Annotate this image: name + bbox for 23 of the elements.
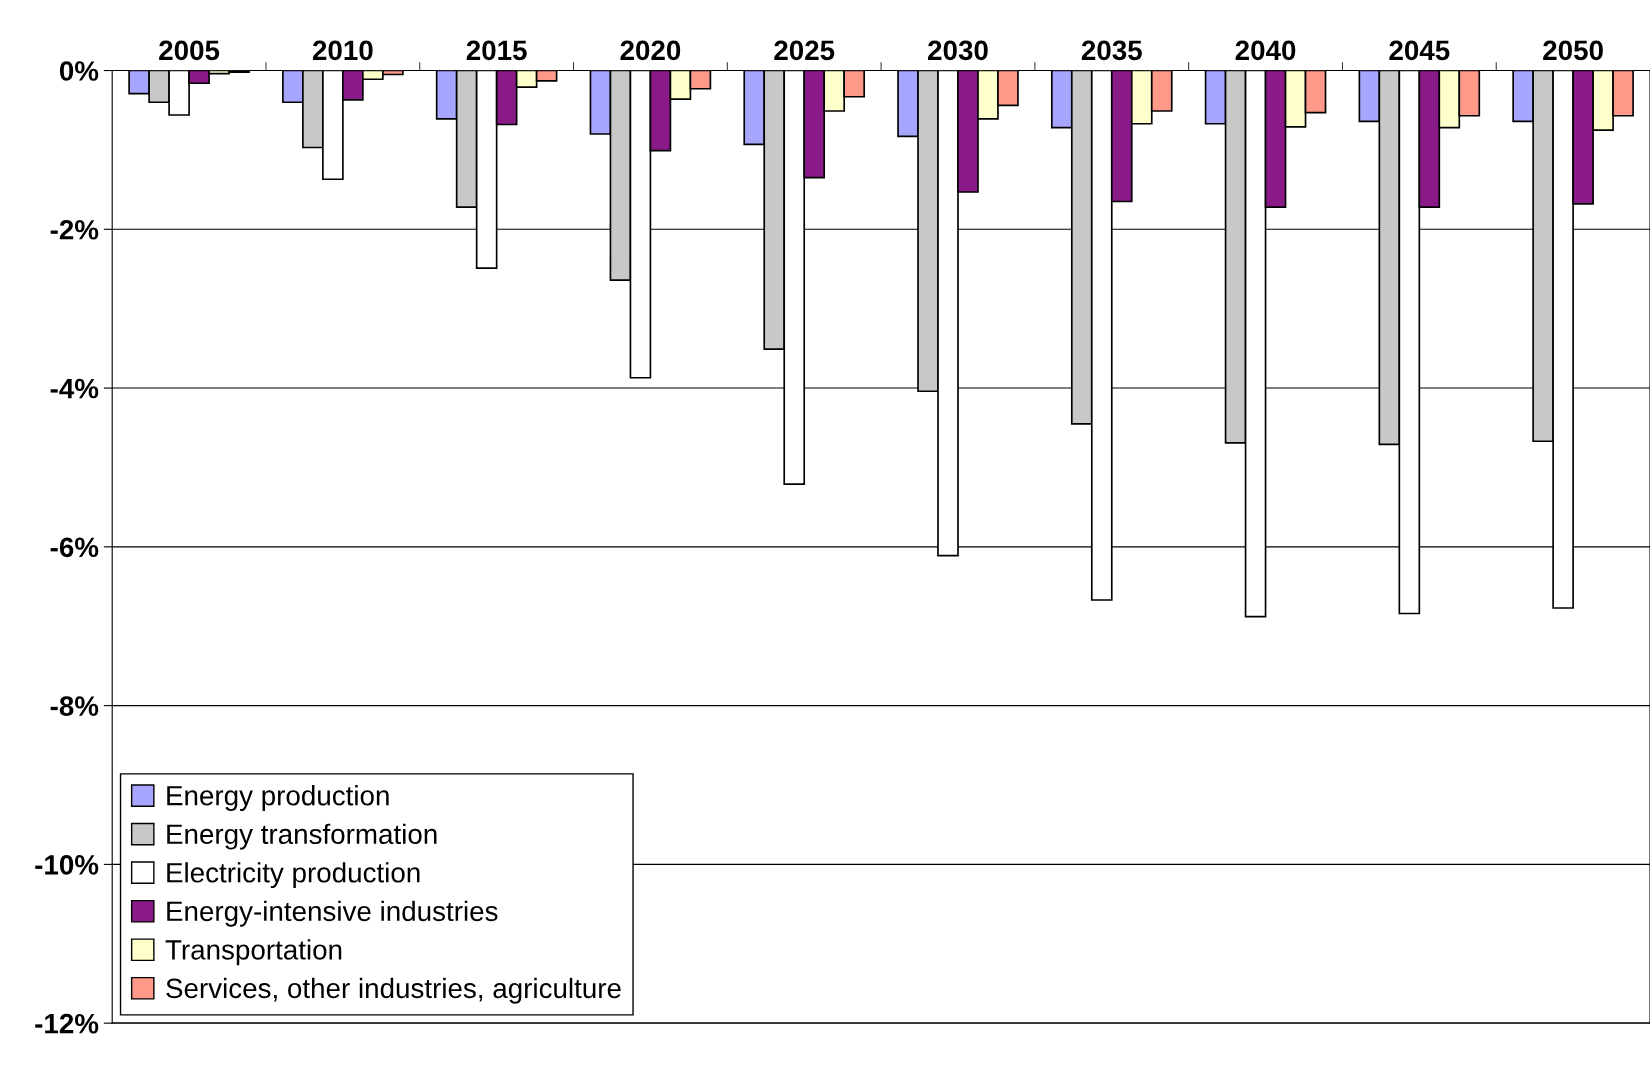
x-tick-label: 2025: [774, 40, 835, 61]
legend-label: Electricity production: [167, 862, 420, 889]
x-tick-label: 2005: [159, 40, 220, 61]
legend-label: Services, other industries, agriculture: [166, 977, 621, 1004]
legend-label: Energy production: [167, 785, 389, 811]
x-tick-label: 2015: [466, 40, 527, 61]
x-tick-label: 2040: [1235, 40, 1296, 61]
x-tick-label: 2020: [620, 40, 681, 61]
y-tick-label: -12%: [35, 1013, 99, 1034]
legend-label: Energy-intensive industries: [167, 900, 498, 927]
x-tick-label: 2035: [1081, 40, 1142, 61]
y-tick-label: -2%: [50, 219, 99, 240]
legend-label: Transportation: [165, 939, 342, 966]
x-tick-label: 2030: [928, 40, 988, 61]
x-tick-label: 2010: [312, 40, 373, 61]
x-tick-label: 2045: [1389, 40, 1450, 61]
y-tick-label: -8%: [50, 696, 99, 716]
legend-label: Energy transformation: [167, 823, 437, 850]
y-tick-label: -4%: [50, 378, 99, 399]
y-tick-label: 0%: [59, 61, 99, 81]
y-tick-label: -6%: [50, 537, 99, 558]
x-tick-label: 2050: [1543, 40, 1603, 61]
y-tick-label: -10%: [35, 855, 99, 875]
